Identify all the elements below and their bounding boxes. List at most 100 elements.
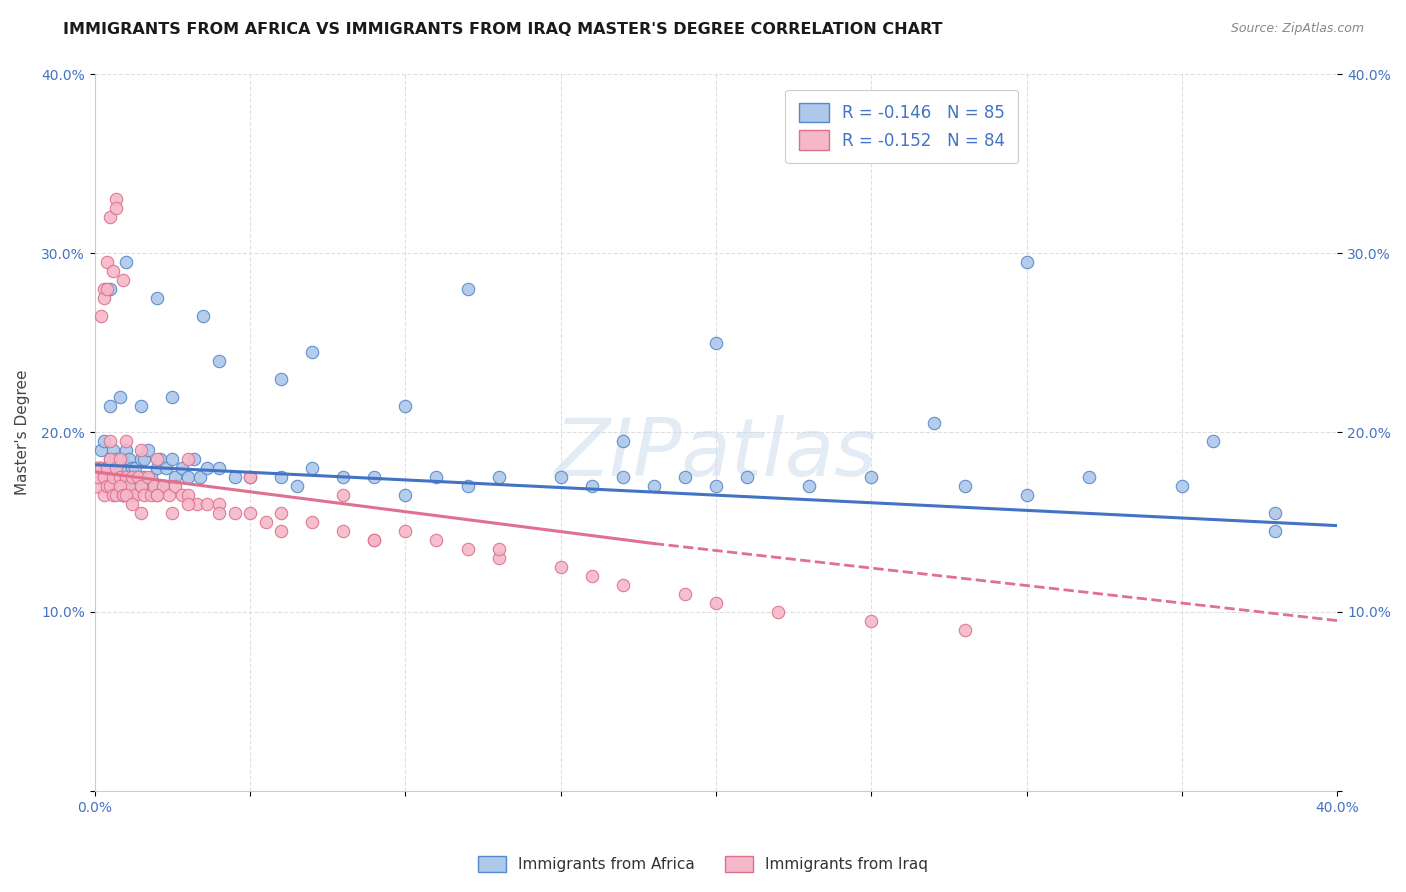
Point xyxy=(1015,488,1038,502)
Point xyxy=(98,211,121,225)
Point xyxy=(735,470,758,484)
Point xyxy=(98,452,121,467)
Point xyxy=(177,497,200,511)
Point xyxy=(114,443,136,458)
Point xyxy=(860,470,883,484)
Point xyxy=(98,434,121,449)
Point xyxy=(105,488,128,502)
Point xyxy=(363,533,385,547)
Point xyxy=(193,309,215,323)
Point xyxy=(98,399,121,413)
Point xyxy=(177,470,200,484)
Point xyxy=(152,479,174,493)
Point xyxy=(96,282,118,296)
Point xyxy=(425,533,447,547)
Point xyxy=(208,353,231,368)
Point xyxy=(162,390,184,404)
Point xyxy=(953,479,976,493)
Point xyxy=(152,479,174,493)
Point xyxy=(149,452,172,467)
Y-axis label: Master's Degree: Master's Degree xyxy=(15,369,30,495)
Point xyxy=(103,470,125,484)
Point xyxy=(643,479,665,493)
Point xyxy=(139,488,162,502)
Point xyxy=(124,479,146,493)
Point xyxy=(124,488,146,502)
Point xyxy=(98,479,121,493)
Point xyxy=(93,291,115,305)
Point xyxy=(134,488,156,502)
Point xyxy=(96,470,118,484)
Point xyxy=(177,452,200,467)
Point xyxy=(111,488,134,502)
Point xyxy=(208,506,231,520)
Point xyxy=(239,506,262,520)
Point xyxy=(704,596,727,610)
Point xyxy=(114,470,136,484)
Point xyxy=(111,452,134,467)
Point xyxy=(195,497,218,511)
Point xyxy=(581,479,603,493)
Point xyxy=(165,479,187,493)
Point xyxy=(922,417,945,431)
Point xyxy=(136,443,159,458)
Point xyxy=(96,255,118,269)
Point xyxy=(108,479,131,493)
Point xyxy=(134,452,156,467)
Point xyxy=(457,541,479,556)
Point xyxy=(488,470,510,484)
Point xyxy=(121,470,143,484)
Point xyxy=(1264,506,1286,520)
Point xyxy=(105,479,128,493)
Point xyxy=(270,372,292,386)
Point xyxy=(121,488,143,502)
Point xyxy=(96,461,118,475)
Point xyxy=(114,461,136,475)
Point xyxy=(114,434,136,449)
Legend: R = -0.146   N = 85, R = -0.152   N = 84: R = -0.146 N = 85, R = -0.152 N = 84 xyxy=(786,89,1018,163)
Point xyxy=(332,524,354,538)
Point xyxy=(127,470,149,484)
Point xyxy=(1171,479,1194,493)
Point xyxy=(394,524,416,538)
Point xyxy=(108,470,131,484)
Point xyxy=(301,344,323,359)
Point xyxy=(131,443,153,458)
Point xyxy=(208,461,231,475)
Point xyxy=(93,434,115,449)
Point xyxy=(860,614,883,628)
Point xyxy=(612,434,634,449)
Point xyxy=(170,461,193,475)
Point xyxy=(170,488,193,502)
Point xyxy=(612,578,634,592)
Point xyxy=(394,399,416,413)
Point xyxy=(98,282,121,296)
Point xyxy=(103,443,125,458)
Point xyxy=(457,479,479,493)
Point xyxy=(121,461,143,475)
Point xyxy=(162,452,184,467)
Point xyxy=(195,461,218,475)
Point xyxy=(457,282,479,296)
Point xyxy=(142,479,165,493)
Point xyxy=(96,479,118,493)
Point xyxy=(111,488,134,502)
Point xyxy=(155,461,177,475)
Point xyxy=(1077,470,1099,484)
Point xyxy=(224,506,246,520)
Point xyxy=(114,488,136,502)
Point xyxy=(704,479,727,493)
Point xyxy=(394,488,416,502)
Point xyxy=(146,291,169,305)
Text: IMMIGRANTS FROM AFRICA VS IMMIGRANTS FROM IRAQ MASTER'S DEGREE CORRELATION CHART: IMMIGRANTS FROM AFRICA VS IMMIGRANTS FRO… xyxy=(63,22,943,37)
Point xyxy=(127,470,149,484)
Point xyxy=(183,452,205,467)
Point xyxy=(239,470,262,484)
Point xyxy=(118,452,141,467)
Point xyxy=(87,470,110,484)
Point xyxy=(254,515,277,529)
Point xyxy=(93,488,115,502)
Point xyxy=(301,515,323,529)
Point xyxy=(162,506,184,520)
Point xyxy=(105,452,128,467)
